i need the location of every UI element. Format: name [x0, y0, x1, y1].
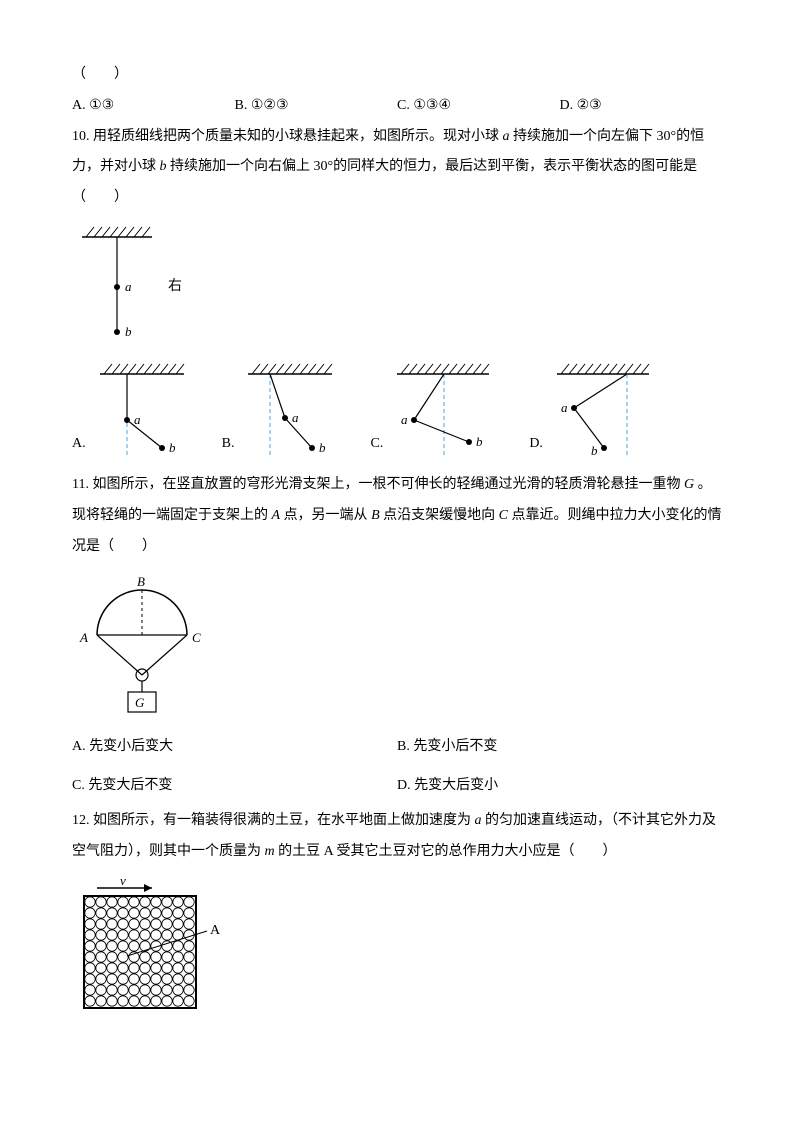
- q11-text: 11. 如图所示，在竖直放置的穹形光滑支架上，一根不可伸长的轻绳通过光滑的轻质滑…: [72, 470, 722, 562]
- svg-text:C: C: [192, 630, 201, 645]
- svg-text:a: a: [401, 412, 408, 427]
- q10-opt-b-svg: a b: [240, 360, 340, 460]
- q10-number: 10.: [72, 129, 93, 144]
- svg-text:v: v: [120, 876, 126, 888]
- svg-text:b: b: [319, 440, 326, 455]
- q10-option-figures: A. a b B.: [72, 360, 722, 460]
- svg-text:a: a: [561, 400, 568, 415]
- q12-svg: v A: [72, 876, 242, 1026]
- q11-part4: 点沿支架缓慢地向: [383, 508, 495, 523]
- q11-var-g: G: [684, 477, 694, 492]
- q12-number: 12.: [72, 813, 93, 828]
- q11-var-b: B: [371, 508, 380, 523]
- q9-opt-d: D. ②③: [560, 91, 723, 122]
- q12-part1: 如图所示，有一箱装得很满的土豆，在水平地面上做加速度为: [93, 813, 471, 828]
- q11-figure: B A C G: [72, 570, 722, 720]
- q11-options: A. 先变小后变大 B. 先变小后不变 C. 先变大后不变 D. 先变大后变小: [72, 728, 722, 806]
- svg-text:b: b: [591, 443, 598, 458]
- q10-opt-d-svg: a b: [549, 360, 659, 460]
- q11-number: 11.: [72, 477, 92, 492]
- q10-given-b-label: b: [125, 324, 132, 339]
- q9-options: A. ①③ B. ①②③ C. ①③④ D. ②③: [72, 91, 722, 122]
- q9-opt-a: A. ①③: [72, 91, 235, 122]
- q12-var-m: m: [265, 844, 275, 859]
- svg-text:a: a: [134, 412, 141, 427]
- q11-opt-a: A. 先变小后变大: [72, 732, 397, 763]
- q10-opt-a-label: A.: [72, 429, 86, 460]
- q11-var-c: C: [499, 508, 508, 523]
- q10-opt-c-label: C.: [370, 429, 383, 460]
- svg-text:G: G: [135, 695, 145, 710]
- q11-opt-d: D. 先变大后变小: [397, 771, 722, 802]
- q10-opt-b-label: B.: [222, 429, 235, 460]
- svg-text:B: B: [137, 574, 145, 589]
- svg-text:A: A: [79, 630, 88, 645]
- q11-part1: 如图所示，在竖直放置的穹形光滑支架上，一根不可伸长的轻绳通过光滑的轻质滑轮悬挂一…: [92, 477, 680, 492]
- q9-opt-b: B. ①②③: [235, 91, 398, 122]
- q10-text: 10. 用轻质细线把两个质量未知的小球悬挂起来，如图所示。现对小球 a 持续施加…: [72, 122, 722, 214]
- q12-part3: 的土豆 A 受其它土豆对它的总作用力大小应是（ ）: [278, 844, 616, 859]
- q10-opt-a-svg: a b: [92, 360, 192, 460]
- q10-var-b: b: [160, 159, 167, 174]
- q10-part1: 用轻质细线把两个质量未知的小球悬挂起来，如图所示。现对小球: [93, 129, 499, 144]
- q12-var-a: a: [475, 813, 482, 828]
- q12-figure: v A: [72, 876, 722, 1026]
- svg-text:A: A: [210, 923, 221, 938]
- svg-text:b: b: [476, 434, 483, 449]
- q10-opt-c-svg: a b: [389, 360, 499, 460]
- q11-opt-c: C. 先变大后不变: [72, 771, 397, 802]
- q11-opt-b: B. 先变小后不变: [397, 732, 722, 763]
- q12-text: 12. 如图所示，有一箱装得很满的土豆，在水平地面上做加速度为 a 的匀加速直线…: [72, 806, 722, 868]
- q10-given-a-label: a: [125, 279, 132, 294]
- q10-opt-d-label: D.: [529, 429, 543, 460]
- svg-text:b: b: [169, 440, 176, 455]
- q9-opt-c: C. ①③④: [397, 91, 560, 122]
- q10-var-a: a: [503, 129, 510, 144]
- q10-right-label: 右: [168, 272, 182, 303]
- q9-blank-line: （ ）: [72, 60, 722, 91]
- q10-given-figure: a b 右: [72, 222, 722, 352]
- q11-part3: 点，另一端从: [284, 508, 368, 523]
- q10-given-svg: a b: [72, 222, 162, 352]
- q11-var-a: A: [272, 508, 281, 523]
- svg-text:a: a: [292, 410, 299, 425]
- q11-svg: B A C G: [72, 570, 212, 720]
